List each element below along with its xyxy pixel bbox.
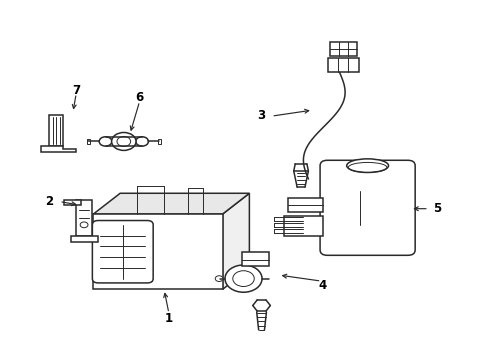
Circle shape (99, 137, 112, 146)
Bar (328, 58, 358, 72)
Polygon shape (41, 146, 76, 152)
Polygon shape (283, 216, 322, 235)
Circle shape (232, 271, 254, 287)
Text: 2: 2 (45, 195, 53, 208)
Circle shape (117, 136, 130, 147)
Bar (158, 139, 160, 144)
Circle shape (80, 222, 88, 228)
Bar (242, 252, 268, 266)
Circle shape (224, 265, 262, 292)
Bar (93, 214, 222, 289)
Bar (329, 42, 356, 56)
Text: 3: 3 (257, 109, 265, 122)
FancyBboxPatch shape (320, 160, 414, 255)
Circle shape (111, 132, 136, 150)
Polygon shape (93, 193, 249, 214)
Ellipse shape (346, 159, 388, 172)
Text: 1: 1 (164, 311, 173, 325)
Polygon shape (222, 193, 249, 289)
Polygon shape (288, 198, 322, 212)
Text: 6: 6 (135, 91, 143, 104)
Text: 4: 4 (318, 279, 326, 292)
Bar (87, 139, 90, 144)
Polygon shape (76, 200, 92, 235)
Circle shape (136, 137, 148, 146)
Polygon shape (71, 235, 98, 242)
Text: 5: 5 (432, 202, 440, 215)
Polygon shape (64, 200, 81, 205)
Circle shape (215, 276, 223, 282)
Text: 7: 7 (72, 84, 80, 97)
FancyBboxPatch shape (92, 221, 153, 283)
Bar (49, 116, 63, 146)
